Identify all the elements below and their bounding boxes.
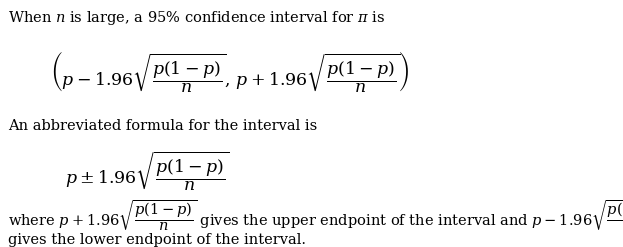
Text: $p \pm 1.96\sqrt{\dfrac{p(1-p)}{n}}$: $p \pm 1.96\sqrt{\dfrac{p(1-p)}{n}}$ [65, 149, 230, 193]
Text: An abbreviated formula for the interval is: An abbreviated formula for the interval … [8, 119, 317, 133]
Text: gives the lower endpoint of the interval.: gives the lower endpoint of the interval… [8, 233, 306, 247]
Text: $\left( p - 1.96\sqrt{\dfrac{p(1-p)}{n}},\, p + 1.96\sqrt{\dfrac{p(1-p)}{n}} \ri: $\left( p - 1.96\sqrt{\dfrac{p(1-p)}{n}}… [50, 49, 409, 95]
Text: When $n$ is large, a 95% confidence interval for $\pi$ is: When $n$ is large, a 95% confidence inte… [8, 9, 386, 27]
Text: where $p + 1.96\sqrt{\dfrac{p(1-p)}{n}}$ gives the upper endpoint of the interva: where $p + 1.96\sqrt{\dfrac{p(1-p)}{n}}$… [8, 199, 623, 233]
